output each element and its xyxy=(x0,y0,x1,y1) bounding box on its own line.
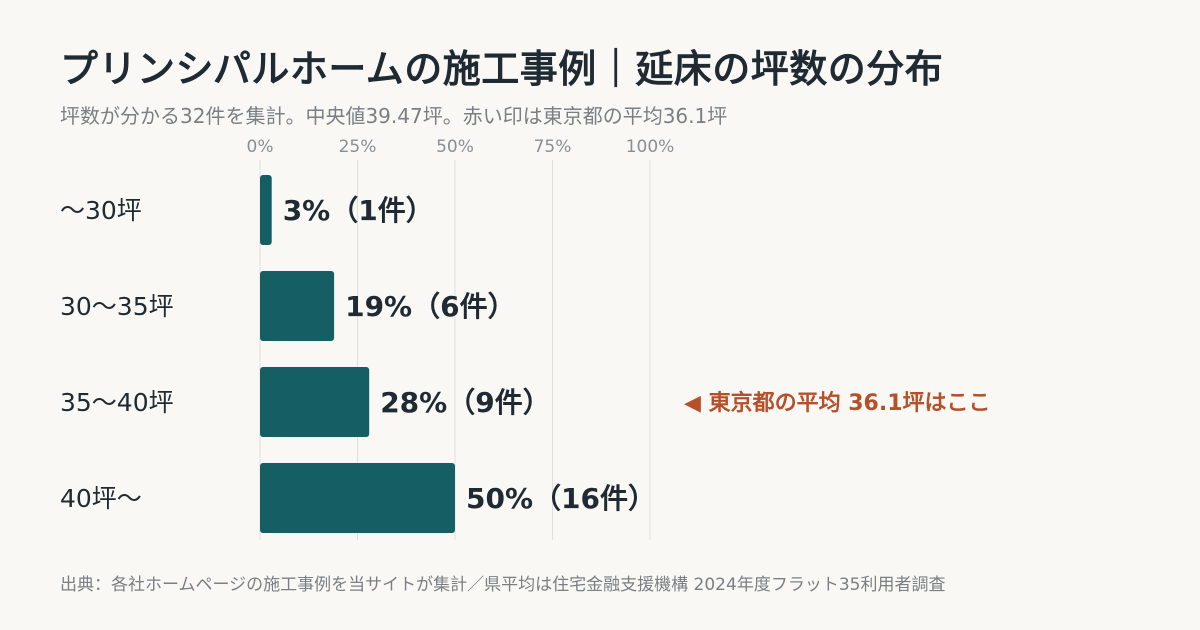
tokyo-average-annotation: ◀ 東京都の平均 36.1坪はここ xyxy=(684,390,991,416)
value-label: 3%（1件） xyxy=(283,194,434,227)
value-label: 28%（9件） xyxy=(380,386,551,419)
bar xyxy=(260,175,272,245)
chart-title: プリンシパルホームの施工事例｜延床の坪数の分布 xyxy=(60,47,944,91)
x-tick-label: 25% xyxy=(339,137,377,157)
category-label: 35〜40坪 xyxy=(60,388,174,417)
bar xyxy=(260,367,370,437)
x-tick-label: 75% xyxy=(534,137,572,157)
chart-subtitle: 坪数が分かる32件を集計。中央値39.47坪。赤い印は東京都の平均36.1坪 xyxy=(60,104,728,128)
source-note: 出典：各社ホームページの施工事例を当サイトが集計／県平均は住宅金融支援機構 20… xyxy=(60,575,946,595)
value-label: 50%（16件） xyxy=(466,482,656,515)
category-label: 30〜35坪 xyxy=(60,292,174,321)
x-tick-label: 0% xyxy=(247,137,274,157)
value-label: 19%（6件） xyxy=(345,290,516,323)
bar xyxy=(260,463,455,533)
category-label: 〜30坪 xyxy=(60,196,142,225)
category-label: 40坪〜 xyxy=(60,484,142,513)
x-tick-label: 50% xyxy=(436,137,474,157)
x-tick-label: 100% xyxy=(626,137,675,157)
bar xyxy=(260,271,335,341)
